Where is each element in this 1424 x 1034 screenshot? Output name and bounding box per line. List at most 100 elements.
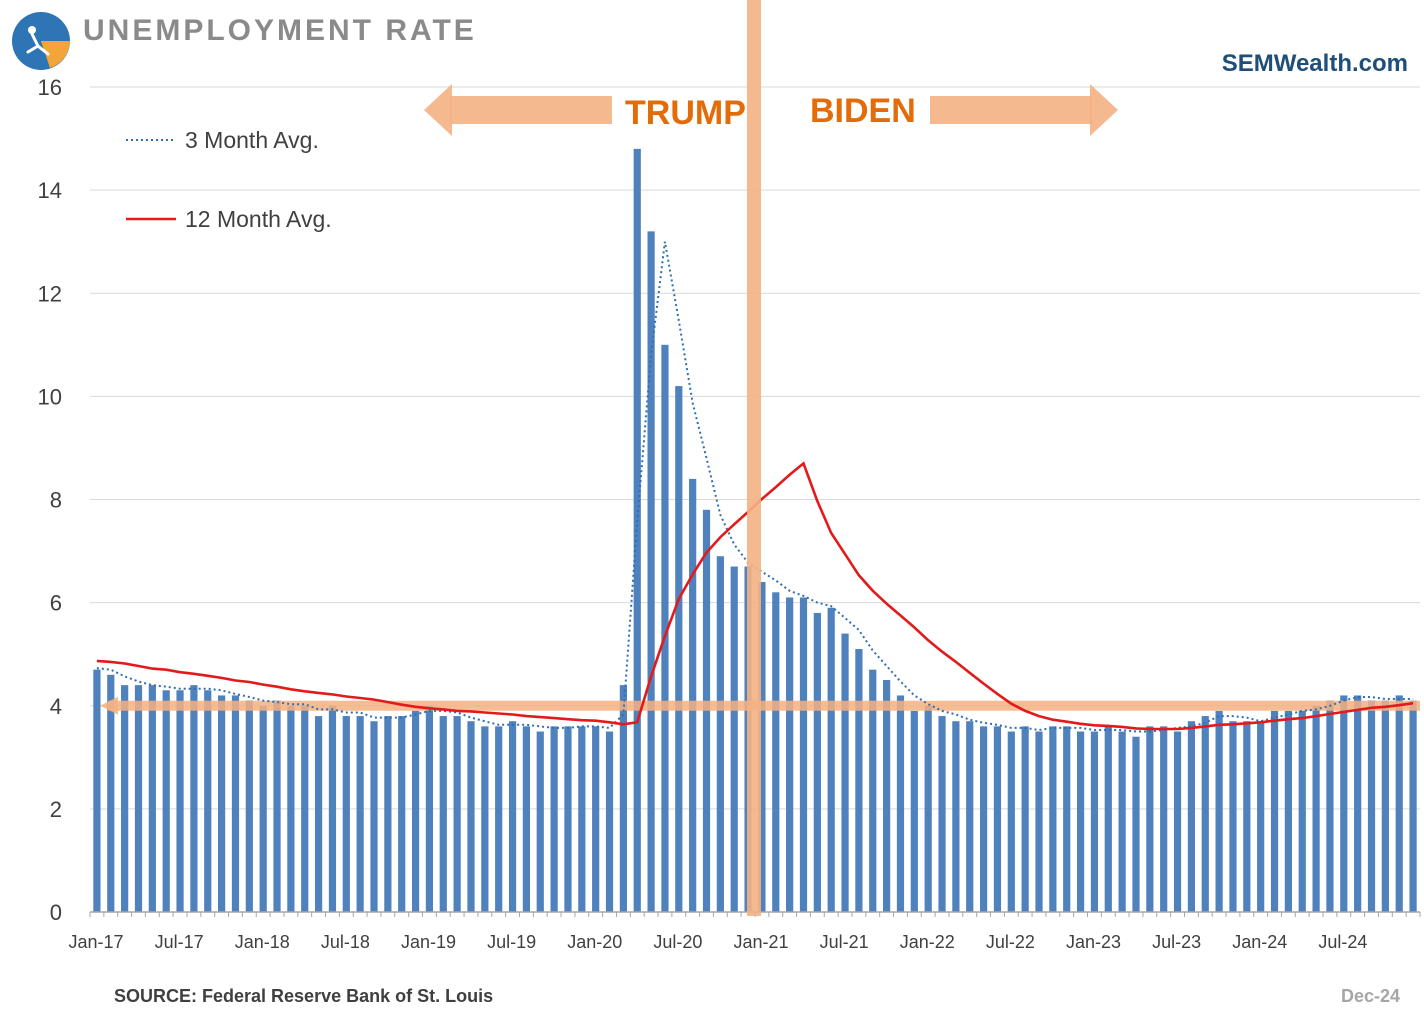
bar [259,705,267,912]
x-tick-label: Jul-17 [155,932,204,952]
biden-label: BIDEN [810,92,916,130]
bar [439,716,447,912]
x-tick-label: Jan-21 [733,932,788,952]
bar [855,649,863,912]
x-tick-label: Jan-22 [900,932,955,952]
y-tick-label: 4 [50,694,62,719]
bar [328,705,337,912]
bar [772,592,780,912]
bar [702,509,711,912]
y-tick-label: 6 [50,591,62,616]
bar [536,731,544,912]
reference-arrowhead [100,696,118,715]
bar [1381,700,1389,912]
bar [619,685,627,912]
bar [314,716,323,912]
trump-label: TRUMP [625,94,746,132]
x-tick-label: Jul-22 [986,932,1035,952]
bar [1354,695,1362,912]
y-tick-label: 16 [38,75,62,100]
bar [1007,731,1015,912]
bar [1063,726,1071,912]
bar [592,726,600,912]
x-tick-label: Jul-23 [1152,932,1201,952]
bar [231,695,240,912]
bar [993,726,1002,912]
divider-band [747,0,761,916]
bar [827,607,835,912]
bar [218,695,226,912]
brand-label[interactable]: SEMWealth.com [1221,50,1408,77]
bar [1298,710,1306,912]
bar [453,716,461,912]
sem-logo-icon [10,10,72,77]
bar [1312,705,1320,912]
bar [1201,716,1209,912]
x-tick-label: Jul-20 [653,932,702,952]
bar [869,669,877,912]
bar [841,633,849,912]
bar [689,478,697,912]
bar [661,344,669,912]
y-tick-label: 14 [38,178,62,203]
bar [550,726,558,912]
bar [605,731,614,912]
bar [1187,721,1196,912]
bar [675,386,683,912]
x-tick-label: Jan-19 [401,932,456,952]
y-tick-label: 2 [50,797,62,822]
bar [176,690,184,912]
bar [883,679,891,912]
bar [799,597,808,912]
bar [425,705,434,912]
bar [966,721,974,912]
bar [1021,726,1029,912]
bar [1132,736,1140,912]
bar [370,721,378,912]
bar [1160,726,1168,912]
bar [204,690,212,912]
bar [1270,710,1279,912]
bar [287,705,295,912]
biden-arrow-shaft [930,96,1092,124]
y-tick-label: 8 [50,488,62,513]
x-tick-label: Jul-18 [321,932,370,952]
bar [938,716,946,912]
chart-title: UNEMPLOYMENT RATE [83,14,477,47]
bar [107,674,115,912]
x-tick-label: Jan-24 [1232,932,1287,952]
date-stamp: Dec-24 [1340,986,1400,1006]
x-tick-label: Jan-17 [68,932,123,952]
bar [1049,726,1057,912]
bar [896,695,905,912]
bar [716,556,724,912]
bar [148,685,156,912]
bar [190,685,198,912]
trump-arrow-head [424,84,452,136]
bar [481,726,489,912]
x-tick-label: Jul-21 [820,932,869,952]
bar [134,685,143,912]
bar [813,612,821,912]
bar [647,231,655,912]
bar [979,726,988,912]
bar [1257,721,1265,912]
bar [1173,731,1182,912]
bar [910,710,918,912]
bar [162,690,170,912]
bar [522,726,531,912]
y-tick-label: 0 [50,900,62,925]
x-tick-label: Jul-19 [487,932,536,952]
y-tick-label: 10 [38,384,62,409]
reference-band [108,700,1420,711]
bar [495,726,503,912]
bar [1284,710,1292,912]
y-tick-label: 12 [38,281,62,306]
x-tick-label: Jan-18 [235,932,290,952]
bar [93,669,101,912]
bar [1104,726,1112,912]
bar [1243,721,1251,912]
bar [1326,700,1334,912]
bar [1367,700,1376,912]
bar [273,700,281,912]
